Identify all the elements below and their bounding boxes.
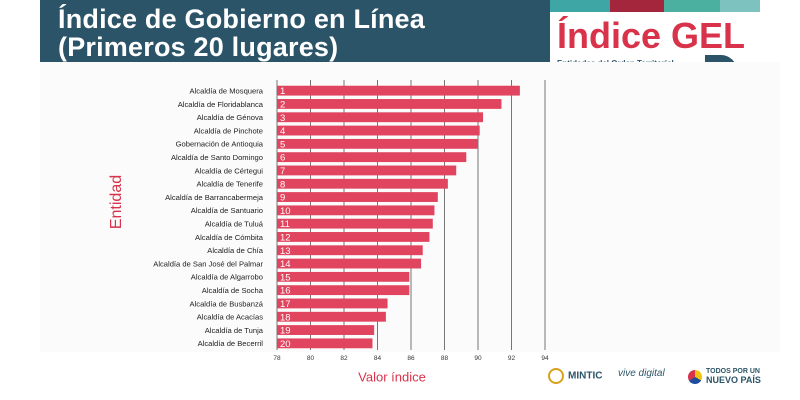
bar-rank-label: 15 (280, 272, 291, 283)
category-label: Alcaldía de Génova (197, 113, 264, 122)
bar-rank-label: 17 (280, 299, 291, 310)
category-label: Alcaldía de Floridablanca (178, 100, 264, 109)
y-axis-label: Entidad (108, 174, 125, 230)
category-label: Alcaldía de San José del Palmar (153, 259, 263, 268)
bar-rank-label: 19 (280, 326, 291, 337)
header-strip-lightteal (720, 0, 760, 12)
x-tick-label: 88 (441, 355, 449, 362)
category-label: Alcaldía de Acacías (197, 313, 263, 322)
header-strip-green (664, 0, 720, 12)
title-band: Índice de Gobierno en Línea (Primeros 20… (40, 0, 550, 62)
category-label: Alcaldía de Cértegui (195, 166, 264, 175)
colombia-flag-icon (688, 370, 702, 384)
mintic-logo-text: MINTIC (568, 370, 603, 382)
bar (277, 285, 410, 296)
bar (277, 85, 520, 96)
x-tick-label: 78 (273, 355, 281, 362)
bar-rank-label: 20 (280, 339, 291, 350)
nuevo-pais-logo: TODOS POR UN NUEVO PAÍS (688, 368, 761, 394)
bar (277, 245, 423, 256)
category-label: Gobernación de Antioquia (176, 140, 264, 149)
bar (277, 325, 375, 335)
category-label: Alcaldía de Becerril (198, 339, 264, 348)
category-label: Alcaldía de Pinchote (194, 126, 263, 135)
bar (277, 165, 457, 176)
chart-title-line1: Índice de Gobierno en Línea (58, 4, 425, 34)
x-tick-label: 84 (374, 355, 382, 362)
bar (277, 125, 480, 136)
category-label: Alcaldía de Busbanzá (190, 299, 264, 308)
bar-rank-label: 5 (280, 139, 285, 150)
x-axis-label: Valor índice (358, 369, 426, 385)
bar (277, 112, 484, 123)
x-tick-label: 80 (307, 355, 315, 362)
header-strip-teal (550, 0, 610, 12)
category-label: Alcaldía de Santo Domingo (171, 153, 263, 162)
bar (277, 152, 467, 163)
bar (277, 271, 410, 282)
header-strip-crimson (610, 0, 664, 12)
bar-rank-label: 11 (280, 219, 290, 230)
mintic-logo: MINTIC (548, 368, 602, 394)
nuevo-pais-line2: NUEVO PAÍS (706, 375, 761, 385)
bar-rank-label: 2 (280, 99, 285, 110)
category-label: Alcaldía de Algarrobo (191, 273, 263, 282)
bar (277, 205, 435, 216)
bar-rank-label: 18 (280, 312, 291, 323)
bar-rank-label: 1 (280, 86, 285, 97)
category-label: Alcaldía de Santuario (191, 206, 263, 215)
brand-logo: Índice GEL (557, 15, 746, 56)
x-tick-label: 92 (508, 355, 516, 362)
x-tick-label: 90 (474, 355, 482, 362)
category-label: Alcaldía de Mosquera (190, 86, 264, 95)
bar-rank-label: 10 (280, 206, 291, 217)
bar (277, 192, 438, 202)
category-label: Alcaldía de Tuluá (205, 219, 264, 228)
category-label: Alcaldía de Cómbita (195, 233, 264, 242)
bar (277, 338, 373, 349)
bar-rank-label: 13 (280, 246, 291, 257)
nuevo-pais-line1: TODOS POR UN (706, 368, 760, 375)
bar-rank-label: 9 (280, 193, 285, 204)
bar-rank-label: 7 (280, 166, 285, 177)
bar (277, 178, 448, 189)
bar-rank-label: 14 (280, 259, 291, 270)
bar (277, 232, 430, 242)
category-label: Alcaldía de Tunja (205, 326, 264, 335)
category-label: Alcaldía de Chía (207, 246, 263, 255)
bar-rank-label: 12 (280, 232, 291, 243)
bar (277, 298, 388, 309)
bar (277, 311, 386, 322)
category-label: Alcaldía de Socha (202, 286, 264, 295)
category-label: Alcaldía de Barrancabermeja (165, 193, 264, 202)
bar (277, 218, 433, 229)
shield-icon (548, 368, 564, 384)
bar (277, 138, 478, 149)
bar-rank-label: 3 (280, 113, 285, 124)
x-tick-label: 94 (541, 355, 549, 362)
category-label: Alcaldía de Tenerife (196, 180, 263, 189)
bar (277, 99, 502, 109)
chart-title-line2: (Primeros 20 lugares) (58, 32, 339, 62)
bar (277, 258, 422, 269)
bar-rank-label: 8 (280, 179, 285, 190)
vive-digital-logo: vive digital (618, 368, 665, 379)
bar-rank-label: 6 (280, 153, 285, 164)
bar-rank-label: 16 (280, 286, 291, 297)
x-tick-label: 86 (407, 355, 415, 362)
bar-rank-label: 4 (280, 126, 285, 137)
x-tick-label: 82 (340, 355, 348, 362)
